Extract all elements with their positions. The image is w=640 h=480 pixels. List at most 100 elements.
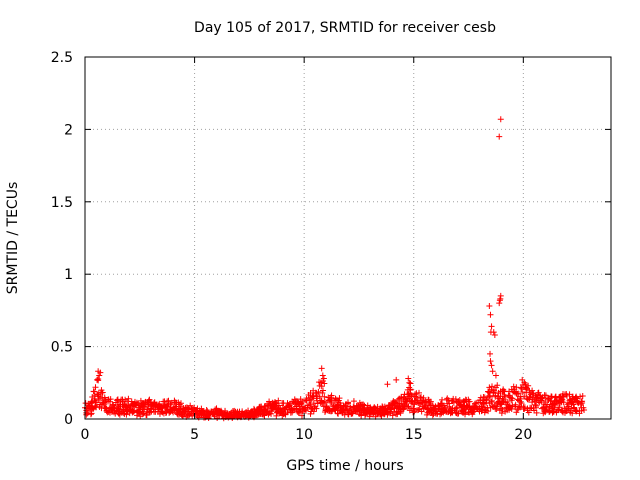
- data-point: [490, 329, 497, 336]
- data-point: [328, 392, 335, 399]
- data-point: [483, 397, 490, 404]
- data-point: [497, 292, 504, 299]
- data-point: [487, 358, 494, 365]
- data-point: [415, 406, 422, 413]
- data-point: [272, 400, 279, 407]
- data-point: [318, 399, 325, 406]
- grid: [85, 57, 611, 419]
- data-point: [496, 300, 503, 307]
- data-point: [533, 402, 540, 409]
- data-point: [410, 405, 417, 412]
- data-point: [417, 393, 424, 400]
- data-point: [573, 394, 580, 401]
- data-point: [486, 392, 493, 399]
- data-point: [487, 311, 494, 318]
- data-point: [404, 403, 411, 410]
- data-point: [88, 410, 95, 417]
- data-point: [518, 385, 525, 392]
- data-point: [125, 395, 132, 402]
- data-point: [579, 398, 586, 405]
- data-point: [487, 393, 494, 400]
- data-point: [133, 399, 140, 406]
- data-point: [489, 368, 496, 375]
- data-point: [405, 375, 412, 382]
- data-point: [139, 411, 146, 418]
- data-point: [456, 396, 463, 403]
- data-point: [389, 412, 396, 419]
- data-point: [101, 401, 108, 408]
- data-point: [533, 409, 540, 416]
- data-point: [572, 407, 579, 414]
- data-point: [394, 396, 401, 403]
- data-point: [318, 383, 325, 390]
- data-point: [310, 408, 317, 415]
- y-tick-label: 1.5: [51, 195, 73, 211]
- data-point: [321, 393, 328, 400]
- data-point: [496, 133, 503, 140]
- data-point: [332, 395, 339, 402]
- data-point: [320, 387, 327, 394]
- data-point: [469, 409, 476, 416]
- data-point: [496, 297, 503, 304]
- data-point: [492, 372, 499, 379]
- data-point: [170, 409, 177, 416]
- data-point: [99, 400, 106, 407]
- data-point: [407, 386, 414, 393]
- data-point: [82, 400, 89, 407]
- data-point: [406, 379, 413, 386]
- data-point: [525, 382, 532, 389]
- x-tick-label: 20: [514, 427, 532, 443]
- data-point: [494, 403, 501, 410]
- x-tick-label: 10: [295, 427, 313, 443]
- data-point: [460, 399, 467, 406]
- data-point: [407, 380, 414, 387]
- data-point: [437, 411, 444, 418]
- x-tick-label: 15: [405, 427, 423, 443]
- data-point: [299, 398, 306, 405]
- x-tick-label: 0: [81, 427, 90, 443]
- data-point: [335, 410, 342, 417]
- data-point: [535, 389, 542, 396]
- data-point: [87, 411, 94, 418]
- data-point: [573, 408, 580, 415]
- data-point: [99, 389, 106, 396]
- data-point: [552, 401, 559, 408]
- data-point: [177, 400, 184, 407]
- data-point: [261, 412, 268, 419]
- data-point: [515, 390, 522, 397]
- data-point: [314, 392, 321, 399]
- data-point: [462, 411, 469, 418]
- data-point: [418, 408, 425, 415]
- data-point: [315, 388, 322, 395]
- data-point: [320, 375, 327, 382]
- y-tick-label: 1: [64, 267, 73, 283]
- data-point: [167, 401, 174, 408]
- data-point: [147, 409, 154, 416]
- data-point: [445, 397, 452, 404]
- data-point: [408, 392, 415, 399]
- data-point: [88, 398, 95, 405]
- data-point: [336, 395, 343, 402]
- chart-title: Day 105 of 2017, SRMTID for receiver ces…: [194, 20, 496, 36]
- data-point: [298, 400, 305, 407]
- data-point: [455, 398, 462, 405]
- data-point: [504, 398, 511, 405]
- data-point: [486, 303, 493, 310]
- data-point: [529, 390, 536, 397]
- data-point: [321, 398, 328, 405]
- data-point: [273, 412, 280, 419]
- data-point: [384, 381, 391, 388]
- data-point: [453, 405, 460, 412]
- data-point: [560, 399, 567, 406]
- x-tick-label: 5: [190, 427, 199, 443]
- data-point: [97, 369, 104, 376]
- data-point: [187, 402, 194, 409]
- data-point: [318, 365, 325, 372]
- data-point: [488, 362, 495, 369]
- data-point: [91, 388, 98, 395]
- data-point: [398, 394, 405, 401]
- data-point: [550, 408, 557, 415]
- data-point: [569, 410, 576, 417]
- data-point: [521, 404, 528, 411]
- data-point: [302, 407, 309, 414]
